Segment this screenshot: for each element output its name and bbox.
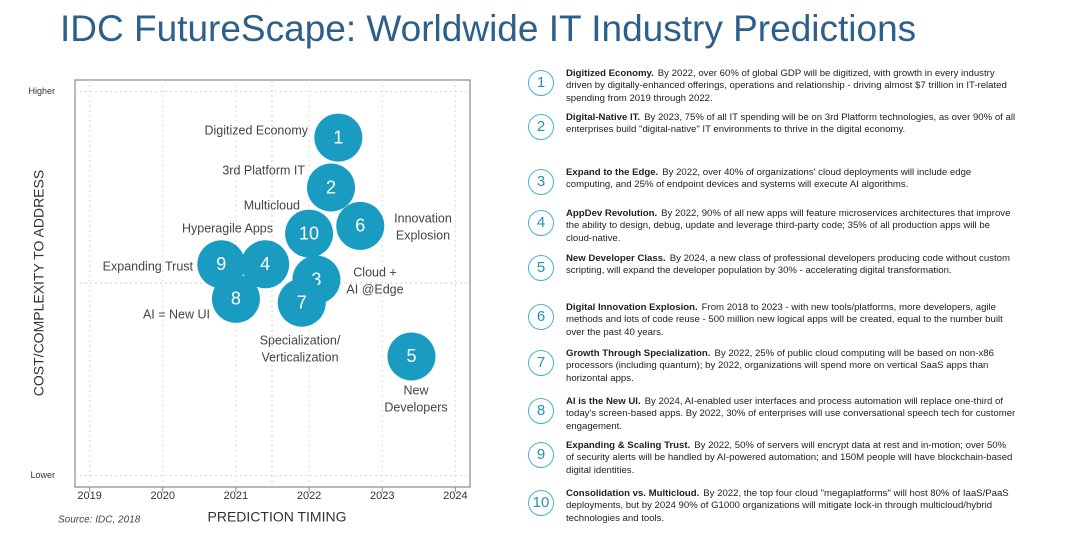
bubble — [277, 278, 326, 327]
prediction-body: By 2024, AI-enabled user interfaces and … — [566, 396, 1016, 432]
bubble — [307, 163, 356, 212]
prediction-title: Consolidation vs. Multicloud. — [566, 488, 700, 499]
prediction-text: AppDev Revolution. By 2022, 90% of all ne… — [566, 208, 1016, 245]
bubble-label: 10 — [299, 223, 319, 243]
x-tick-label: 2021 — [224, 490, 248, 502]
prediction-text: New Developer Class. By 2024, a new class… — [566, 253, 1016, 278]
bubble-label: 3 — [311, 269, 321, 289]
prediction-number: 1 — [528, 70, 554, 96]
annotation: Hyperagile Apps — [182, 221, 273, 235]
prediction-title: Digital-Native IT. — [566, 112, 641, 123]
annotation: 3rd Platform IT — [222, 163, 305, 177]
bubble — [387, 332, 436, 381]
bubble-label: 2 — [326, 177, 336, 197]
bubble-label: 8 — [231, 289, 241, 309]
prediction-number: 2 — [528, 114, 554, 140]
annotation: AI = New UI — [143, 307, 210, 321]
x-tick-label: 2024 — [443, 490, 467, 502]
prediction-text: Digital Innovation Explosion. From 2018 t… — [566, 302, 1016, 339]
prediction-text: Expanding & Scaling Trust. By 2022, 50% o… — [566, 440, 1016, 477]
prediction-text: Digital-Native IT. By 2023, 75% of all IT… — [566, 112, 1016, 137]
x-tick-label: 2019 — [77, 490, 101, 502]
prediction-body: By 2023, 75% of all IT spending will be … — [566, 112, 1016, 136]
annotation: AI @Edge — [346, 282, 403, 296]
prediction-number: 6 — [528, 304, 554, 330]
prediction-title: Expand to the Edge. — [566, 167, 659, 178]
prediction-body: By 2022, 50% of servers will encrypt dat… — [566, 440, 1013, 476]
prediction-number: 8 — [528, 398, 554, 424]
bubble-label: 9 — [216, 254, 226, 274]
x-tick-label: 2023 — [370, 490, 394, 502]
annotation: Innovation — [394, 211, 452, 225]
bubble — [241, 240, 290, 289]
prediction-body: By 2022, 90% of all new apps will featur… — [566, 208, 1011, 244]
bubble — [336, 201, 385, 250]
bubble-label: 4 — [260, 254, 270, 274]
annotation: Digitized Economy — [204, 123, 308, 137]
prediction-text: Consolidation vs. Multicloud. By 2022, th… — [566, 488, 1016, 525]
prediction-title: Digital Innovation Explosion. — [566, 302, 698, 313]
prediction-title: Digitized Economy. — [566, 68, 654, 79]
y-axis-label: COST/COMPLEXITY TO ADDRESS — [31, 170, 47, 396]
x-axis-label: PREDICTION TIMING — [208, 509, 347, 525]
prediction-number: 10 — [528, 490, 554, 516]
bubble-label: 6 — [355, 216, 365, 236]
annotation: Multicloud — [244, 198, 300, 212]
annotation: Cloud + — [353, 265, 396, 279]
prediction-title: AppDev Revolution. — [566, 208, 658, 219]
prediction-body: By 2024, a new class of professional dev… — [566, 253, 1010, 277]
source: Source: IDC, 2018 — [58, 515, 141, 526]
prediction-body: By 2022, 25% of public cloud computing w… — [566, 348, 994, 384]
annotation: New — [403, 383, 429, 397]
bubble — [285, 209, 334, 258]
prediction-title: New Developer Class. — [566, 253, 666, 264]
prediction-text: Expand to the Edge. By 2022, over 40% of … — [566, 167, 1016, 192]
prediction-text: Digitized Economy. By 2022, over 60% of g… — [566, 68, 1016, 105]
annotation: Developers — [384, 400, 447, 414]
prediction-body: From 2018 to 2023 - with new tools/platf… — [566, 302, 1003, 338]
annotation: Expanding Trust — [103, 259, 194, 273]
x-tick-label: 2022 — [297, 490, 321, 502]
annotation: Specialization/ — [260, 333, 341, 347]
prediction-body: By 2022, the top four cloud "megaplatfor… — [566, 488, 1009, 524]
bubble — [211, 274, 260, 323]
bubble-label: 1 — [333, 127, 343, 147]
bubble-label: 7 — [297, 292, 307, 312]
x-tick-label: 2020 — [151, 490, 175, 502]
prediction-number: 4 — [528, 210, 554, 236]
prediction-title: AI is the New UI. — [566, 396, 641, 407]
y-tick-label: Lower — [30, 470, 55, 480]
bubble — [314, 113, 363, 162]
y-tick-label: Higher — [28, 86, 55, 96]
prediction-body: By 2022, over 40% of organizations' clou… — [566, 167, 972, 191]
prediction-number: 5 — [528, 255, 554, 281]
prediction-number: 9 — [528, 442, 554, 468]
prediction-text: Growth Through Specialization. By 2022, 2… — [566, 348, 1016, 385]
annotation: Verticalization — [261, 350, 338, 364]
prediction-title: Growth Through Specialization. — [566, 348, 711, 359]
prediction-text: AI is the New UI. By 2024, AI-enabled use… — [566, 396, 1016, 433]
prediction-body: By 2022, over 60% of global GDP will be … — [566, 68, 1007, 104]
prediction-number: 7 — [528, 350, 554, 376]
bubble-label: 5 — [406, 346, 416, 366]
annotation: Explosion — [396, 228, 450, 242]
page-title: IDC FutureScape: Worldwide IT Industry P… — [60, 8, 916, 49]
prediction-number: 3 — [528, 169, 554, 195]
prediction-title: Expanding & Scaling Trust. — [566, 440, 691, 451]
